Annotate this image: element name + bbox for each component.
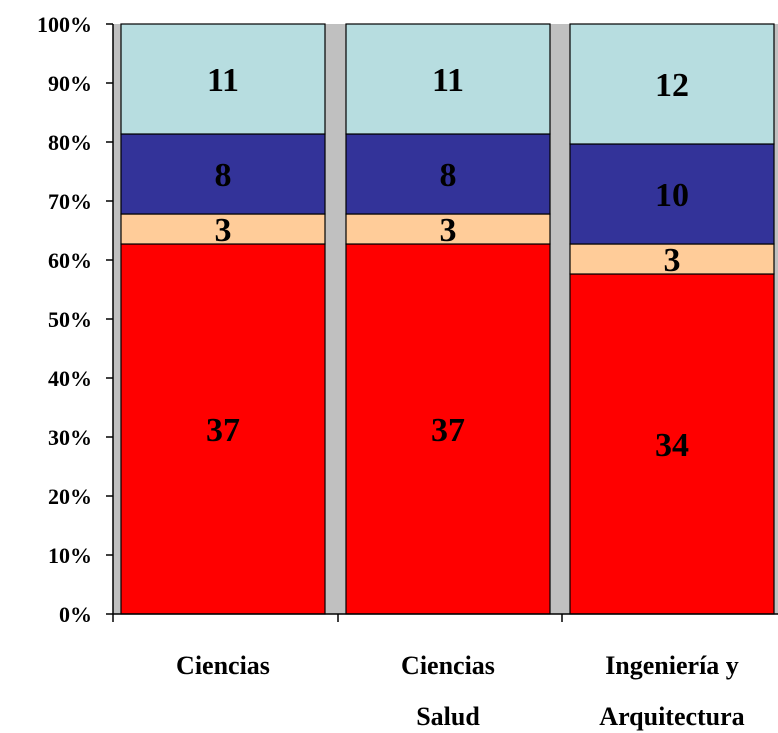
data-label: 8 <box>440 157 457 194</box>
bar-segment <box>569 273 775 615</box>
bar-segment <box>345 133 551 215</box>
data-label: 10 <box>655 177 689 214</box>
data-label: 11 <box>432 62 464 99</box>
y-tick-label: 60% <box>48 248 92 273</box>
category-label: Ingeniería y Arquitectura <box>599 651 744 731</box>
data-label: 37 <box>206 412 240 449</box>
y-tick-label: 100% <box>37 12 92 37</box>
y-tick-label: 20% <box>48 484 92 509</box>
data-label: 34 <box>655 427 689 464</box>
bar-segment <box>120 243 326 615</box>
bar-segment <box>569 23 775 145</box>
data-label: 37 <box>431 412 465 449</box>
data-label: 12 <box>655 67 689 104</box>
category-label: Ciencias <box>176 651 270 680</box>
category-label: Ciencias Salud <box>401 651 495 731</box>
y-tick-label: 80% <box>48 130 92 155</box>
y-tick-label: 90% <box>48 71 92 96</box>
data-labels-group: 37 3 8 11 37 3 8 11 34 3 10 12 <box>206 62 689 464</box>
data-label: 3 <box>440 212 457 249</box>
y-tick-label: 0% <box>59 602 92 627</box>
bar-segment <box>120 133 326 215</box>
data-label: 3 <box>215 212 232 249</box>
data-label: 3 <box>664 242 681 279</box>
y-tick-label: 50% <box>48 307 92 332</box>
axes-group: 0% 10% 20% 30% 40% 50% 60% 70% 80% 90% 100% Ciencia… <box>37 12 778 731</box>
bar-segment <box>345 213 551 245</box>
y-tick-label: 40% <box>48 366 92 391</box>
data-label: 8 <box>215 157 232 194</box>
bars-group <box>120 23 775 615</box>
y-tick-label: 70% <box>48 189 92 214</box>
data-label: 11 <box>207 62 239 99</box>
y-tick-label: 30% <box>48 425 92 450</box>
bar-segment <box>120 23 326 135</box>
bar-segment <box>569 143 775 245</box>
y-tick-label: 10% <box>48 543 92 568</box>
bar-segment <box>345 23 551 135</box>
